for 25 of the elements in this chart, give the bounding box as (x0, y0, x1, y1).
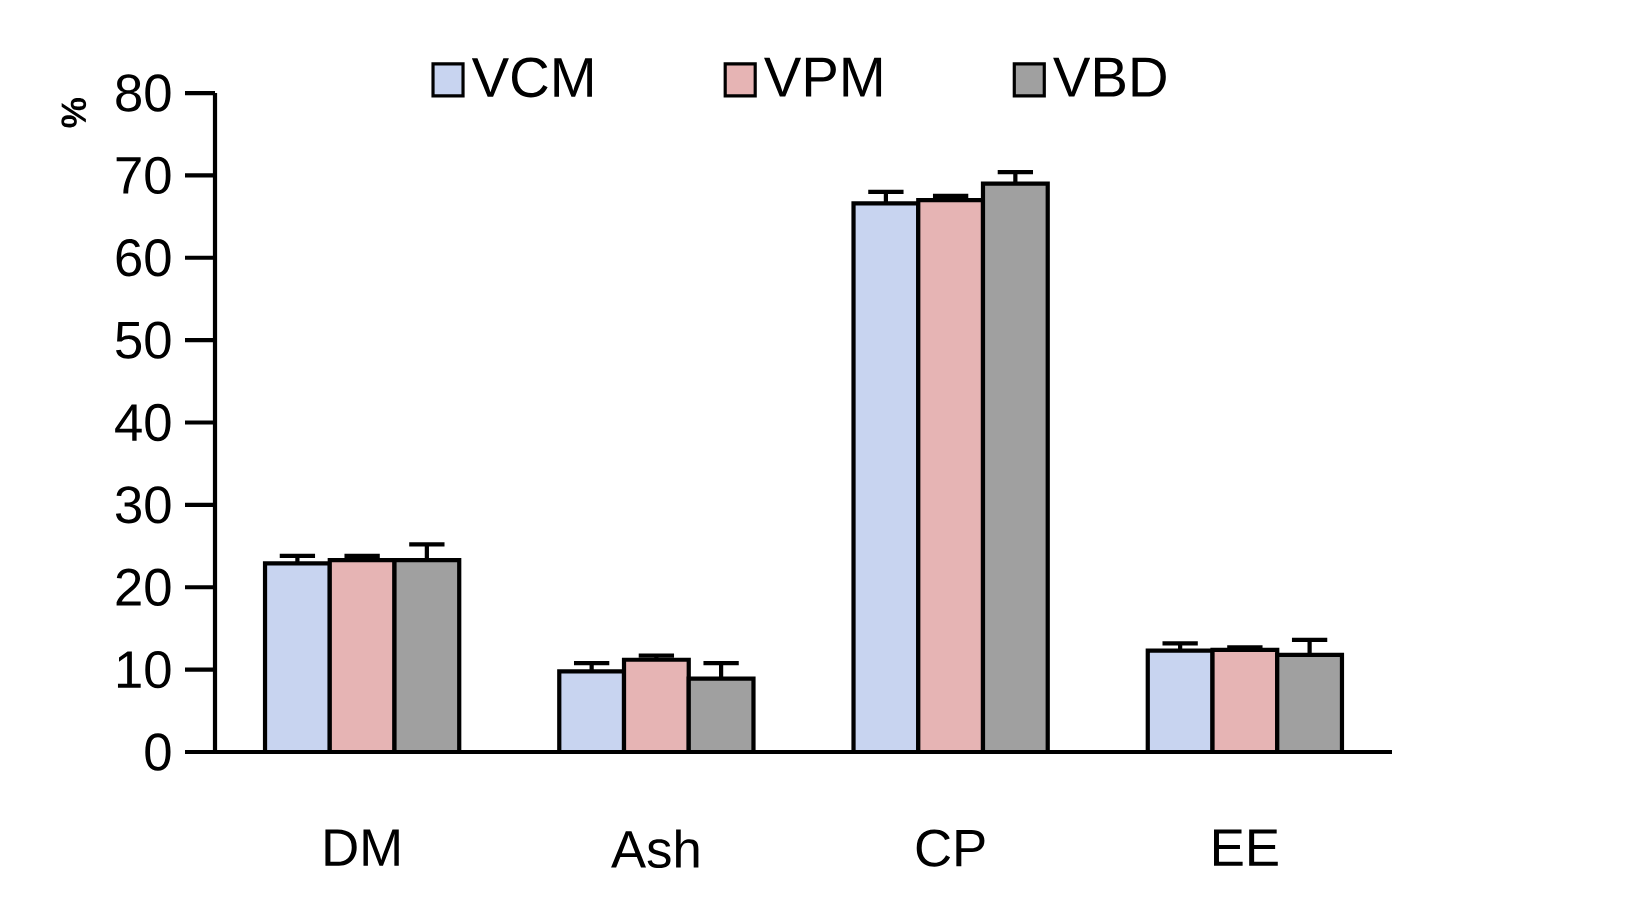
y-tick-label: 50 (116, 321, 171, 359)
bar (982, 183, 1048, 752)
legend-label: VCM (471, 57, 592, 98)
x-tick-label: EE (1214, 829, 1278, 866)
bar (853, 203, 919, 752)
y-axis-title: % (61, 98, 87, 128)
bar (559, 671, 625, 752)
bar (265, 563, 330, 752)
y-tick-label: 60 (116, 239, 171, 277)
y-tick-label: 70 (116, 156, 171, 195)
x-tick-label: DM (325, 829, 399, 866)
y-tick-label: 20 (116, 568, 171, 606)
x-tick-label: CP (916, 829, 985, 867)
y-tick-label: 10 (117, 650, 171, 689)
bar (624, 659, 689, 752)
legend-label: VPM (764, 57, 882, 97)
legend-label: VBD (1053, 57, 1166, 97)
bar (394, 560, 460, 752)
y-tick-label: 80 (116, 74, 171, 112)
x-tick-label: Ash (611, 829, 699, 869)
bar (918, 200, 983, 752)
bar (329, 560, 395, 752)
y-tick-label: 40 (115, 403, 171, 442)
y-tick-label: 0 (145, 733, 171, 771)
y-tick-label: 30 (115, 486, 171, 524)
